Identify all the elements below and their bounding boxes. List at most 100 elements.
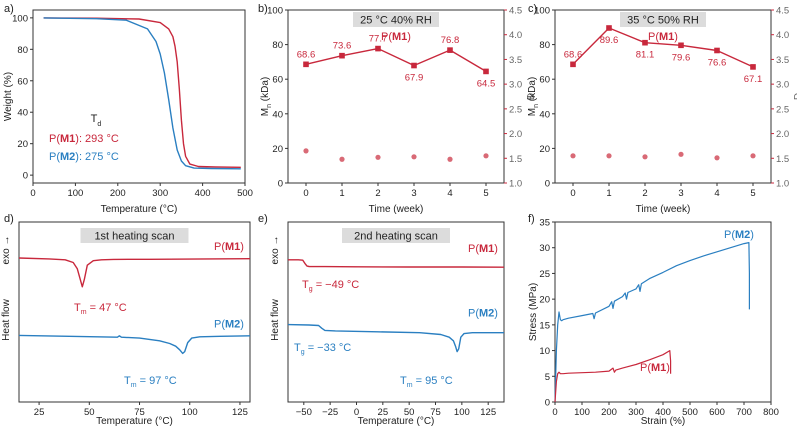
dispersity-point-b-3 [411, 154, 417, 160]
y2-tick-label-c-2.5: 2.5 [776, 104, 789, 115]
plot-frame-b [287, 9, 505, 184]
y2-tick-label-c-2: 2.0 [776, 129, 789, 140]
panel-label-a: a) [4, 3, 14, 15]
annotation-e-M2-main: T [294, 342, 301, 354]
y2-tick-label-b-1.5: 1.5 [509, 154, 522, 165]
mn-point-c-5 [750, 64, 756, 70]
x-tick-label-a-100: 100 [67, 188, 83, 199]
y2-tick-label-c-3.5: 3.5 [776, 55, 789, 66]
mn-point-b-0 [303, 61, 309, 68]
y-tick-label-a-60: 60 [17, 76, 28, 87]
x-tick-label-f-800: 800 [763, 407, 779, 418]
dispersity-point-c-1 [606, 153, 612, 159]
panel-label-b: b) [258, 3, 268, 15]
mn-point-c-1 [606, 25, 612, 31]
y-tick-label-f-10: 10 [539, 346, 550, 357]
legend-a-m2-pre: P( [49, 151, 60, 163]
x-tick-label-d-75: 75 [134, 407, 145, 418]
mn-label-c-3: 79.6 [672, 52, 691, 63]
x-tick-label-c-5: 5 [750, 188, 755, 199]
y2-tick-label-c-1.5: 1.5 [776, 154, 789, 165]
condition-e-box [342, 228, 450, 243]
legend-d-M2: P(M2) [214, 318, 244, 330]
y-tick-label-b-100: 100 [267, 6, 283, 17]
legend-f-m2-pre: P( [724, 229, 735, 241]
panel-f: f) 0 100 200 300 400 500 600 700 800 0 5 10 15 20 25 30 3… [528, 213, 779, 427]
polymer-label-c-pre: P( [648, 31, 659, 43]
series-line-e-M1 [288, 259, 505, 268]
y2-axis-label-c: Đ [793, 93, 797, 100]
y-tick-label-c-0: 0 [545, 179, 550, 190]
y-axis-label-b-main: M [260, 108, 271, 116]
y2-tick-label-b-2.5: 2.5 [509, 104, 522, 115]
y-axis-label-a: Weight (%) [3, 72, 14, 121]
mn-point-c-2 [642, 39, 648, 46]
x-tick-label-a-500: 500 [237, 188, 253, 199]
legend-a-m1-post: ): 293 °C [75, 133, 119, 145]
mn-line-b [305, 47, 487, 73]
dispersity-point-b-2 [375, 154, 381, 160]
legend-e-M1-bold: M1 [479, 243, 494, 255]
legend-d-M2-bold: M2 [225, 318, 240, 330]
polymer-label-b-bold: M1 [392, 31, 407, 43]
y-axis-label-c-post: (kDa) [527, 77, 538, 104]
condition-d-box [80, 228, 189, 243]
condition-e: 2nd heating scan [354, 231, 438, 243]
dispersity-point-b-1 [339, 156, 345, 162]
y-axis-label-c-main: M [527, 108, 538, 116]
mn-label-b-4: 76.8 [441, 35, 460, 46]
x-tick-label-f-0: 0 [552, 407, 557, 418]
annotation-e-tm-sub: m [407, 382, 413, 389]
x-tick-label-f-700: 700 [736, 407, 752, 418]
annotation-e-M2: Tg = −33 °C [294, 342, 351, 356]
panel-c: c) 0 1 2 3 4 5 0 20 40 60 80 100 1.0 1.5 2.0 2.5 3.0 3.5 4.… [527, 3, 797, 215]
annotation-d-M2: Tm = 97 °C [124, 375, 177, 389]
panel-label-e: e) [258, 213, 268, 225]
legend-d-M2-pre: P( [214, 318, 225, 330]
plot-frame-d [18, 221, 251, 403]
mn-label-c-5: 67.1 [744, 74, 763, 85]
y2-tick-label-b-3.5: 3.5 [509, 55, 522, 66]
mn-point-b-2 [375, 45, 381, 52]
annotation-d-M2-post: = 97 °C [137, 375, 177, 387]
condition-c: 35 °C 50% RH [627, 15, 699, 27]
x-tick-label-e--25: −25 [322, 407, 338, 418]
mn-label-c-0: 68.6 [564, 49, 583, 60]
legend-f-m1: P(M1) [640, 362, 670, 374]
legend-e-M2-bold: M2 [479, 308, 494, 320]
annotation-e-tm: Tm = 95 °C [400, 375, 453, 389]
legend-d-M1-bold: M1 [225, 241, 240, 253]
y2-tick-label-b-4.5: 4.5 [509, 6, 522, 17]
annotation-d-M2-sub: m [131, 382, 137, 389]
y-tick-label-a-0: 0 [23, 171, 28, 182]
legend-f-m1-post: ) [666, 362, 670, 374]
polymer-label-b-post: ) [407, 31, 411, 43]
y2-tick-label-b-2: 2.0 [509, 129, 522, 140]
y-axis-label-b-sub: n [266, 104, 273, 108]
annotation-e-M1-main: T [302, 279, 309, 291]
mn-label-c-1: 89.6 [600, 35, 619, 46]
x-axis-label-d: Temperature (°C) [96, 416, 173, 427]
dispersity-point-b-5 [483, 153, 489, 159]
panel-label-d: d) [4, 213, 14, 225]
x-tick-label-c-0: 0 [570, 188, 575, 199]
annotation-d-M1-main: T [74, 302, 81, 314]
x-tick-label-b-3: 3 [411, 188, 416, 199]
x-axis-label-a: Temperature (°C) [101, 204, 178, 215]
x-tick-label-e-125: 125 [480, 407, 496, 418]
y-tick-label-f-0: 0 [545, 398, 550, 409]
y2-axis-label-b: Đ [526, 93, 537, 100]
series-line-e-M2 [287, 323, 504, 353]
x-tick-label-f-200: 200 [601, 407, 617, 418]
y-axis-label-d: Heat flow [1, 298, 12, 340]
x-tick-label-c-2: 2 [642, 188, 647, 199]
x-tick-label-e--50: −50 [296, 407, 312, 418]
mn-point-c-0 [570, 61, 576, 68]
y-tick-label-c-20: 20 [539, 144, 550, 155]
annotation-td-sub: d [97, 121, 101, 128]
x-tick-label-e-25: 25 [378, 407, 389, 418]
legend-a-m1-pre: P( [49, 133, 60, 145]
y-axis-label-c-sub: n [533, 104, 540, 108]
y-axis-label-e: Heat flow [270, 298, 281, 340]
